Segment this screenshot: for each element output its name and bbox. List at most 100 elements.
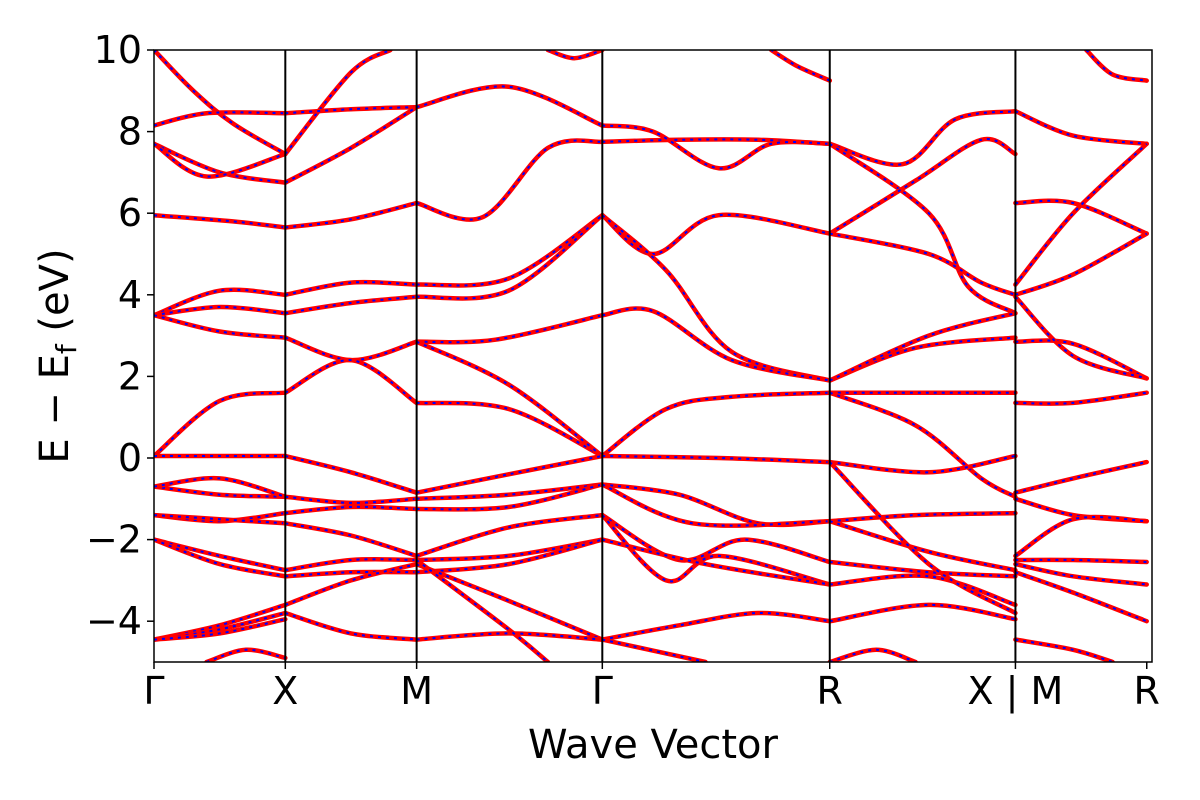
band-overlay-53: [602, 124, 830, 170]
band-overlay-60: [601, 483, 830, 527]
band-overlay-58: [602, 455, 830, 464]
band-overlay-57: [601, 391, 830, 457]
band-overlay-28: [285, 455, 417, 494]
band-overlay-77: [829, 512, 1016, 523]
band-line-42: [414, 339, 605, 459]
band-line-44: [414, 482, 605, 502]
band-line-40: [414, 312, 605, 345]
band-overlay-87: [1015, 232, 1148, 296]
x-tick-label-3: Γ: [592, 669, 613, 713]
band-line-50: [414, 631, 605, 642]
band-line-86: [1013, 141, 1149, 287]
band-overlay-6: [154, 305, 286, 317]
band-overlay-67: [770, 50, 831, 82]
kpoint-lines: [284, 50, 1017, 662]
band-overlay-85: [1015, 199, 1148, 235]
band-line-19: [204, 647, 288, 662]
y-axis-label-unit: (eV): [32, 248, 78, 344]
band-overlay-55: [601, 214, 831, 382]
band-overlay-46: [416, 514, 603, 557]
band-line-77: [827, 510, 1018, 524]
band-line-56: [600, 306, 833, 383]
band-line-26: [283, 335, 419, 363]
band-line-57: [600, 390, 833, 459]
band-line-79: [827, 559, 1018, 579]
band-line-96: [1013, 569, 1149, 624]
band-overlay-26: [284, 336, 417, 362]
y-tick-label-5: 0: [118, 436, 142, 480]
band-line-1: [154, 110, 288, 128]
band-overlay-75: [829, 391, 1016, 498]
band-overlay-27: [284, 359, 418, 404]
band-overlay-2: [154, 142, 286, 184]
band-overlay-38: [416, 214, 603, 287]
band-overlay-19: [206, 648, 286, 662]
band-overlay-88: [1015, 339, 1148, 380]
band-overlay-24: [285, 281, 417, 296]
band-overlay-65: [602, 638, 706, 662]
band-line-87: [1013, 231, 1149, 298]
band-overlay-81: [829, 461, 1016, 614]
band-overlay-69: [829, 142, 1016, 315]
band-overlay-83: [829, 648, 916, 662]
band-overlay-18: [154, 618, 286, 641]
y-axis-ticks: 10 8 6 4 2 0 −2 −4: [86, 28, 154, 643]
band-line-38: [414, 212, 605, 288]
band-overlay-11: [154, 477, 286, 498]
band-line-23: [283, 200, 419, 230]
band-overlay-16: [154, 603, 286, 641]
y-axis-label-main: E − E: [32, 354, 78, 464]
band-line-64: [600, 610, 833, 642]
band-line-69: [827, 141, 1018, 316]
band-overlay-93: [1014, 516, 1147, 557]
band-line-7: [154, 312, 288, 340]
band-overlay-8: [154, 391, 286, 457]
band-line-43: [414, 453, 605, 495]
y-axis-label-subscript: f: [50, 343, 83, 354]
band-overlay-36: [416, 139, 603, 221]
band-line-60: [600, 482, 833, 528]
band-overlay-34: [284, 563, 417, 606]
band-overlay-63: [602, 538, 830, 586]
x-tick-label-1: X: [272, 669, 298, 713]
band-overlay-52: [602, 138, 830, 145]
band-overlay-33: [285, 570, 417, 578]
x-tick-label-4: R: [817, 669, 843, 713]
band-overlay-20: [284, 50, 391, 155]
band-line-71: [827, 231, 1018, 298]
band-overlay-22: [284, 106, 418, 184]
y-tick-label-3: 4: [118, 273, 142, 317]
band-line-53: [600, 123, 833, 171]
band-line-97: [1013, 637, 1115, 662]
band-overlay-30: [285, 505, 417, 515]
band-line-83: [827, 647, 918, 662]
band-line-20: [283, 50, 393, 157]
band-overlay-31: [285, 522, 417, 557]
x-tick-label-5: X | M: [968, 669, 1064, 714]
band-overlay-72: [829, 336, 1016, 382]
band-overlay-97: [1015, 638, 1113, 662]
band-overlay-56: [602, 307, 831, 382]
band-line-95: [1013, 561, 1149, 587]
x-tick-label-6: R: [1134, 669, 1160, 713]
band-overlay-0: [154, 50, 286, 155]
band-line-54: [600, 212, 833, 257]
band-overlay-94: [1015, 558, 1147, 563]
band-line-27: [283, 357, 419, 406]
band-line-36: [414, 138, 605, 222]
band-line-41: [414, 400, 605, 459]
x-tick-label-2: M: [400, 669, 433, 713]
band-overlay-13: [154, 514, 286, 525]
x-axis-ticks: Γ X M Γ R X | M R: [143, 662, 1160, 714]
band-overlay-25: [285, 295, 417, 315]
band-line-75: [827, 390, 1018, 500]
band-overlay-84: [1015, 110, 1147, 145]
y-tick-label-1: 8: [118, 110, 142, 154]
band-line-3: [154, 141, 288, 179]
band-line-28: [283, 453, 419, 495]
y-tick-label-7: −4: [86, 599, 142, 643]
band-overlay-86: [1014, 143, 1148, 286]
band-overlay-64: [602, 611, 830, 641]
band-overlay-80: [829, 574, 1016, 606]
